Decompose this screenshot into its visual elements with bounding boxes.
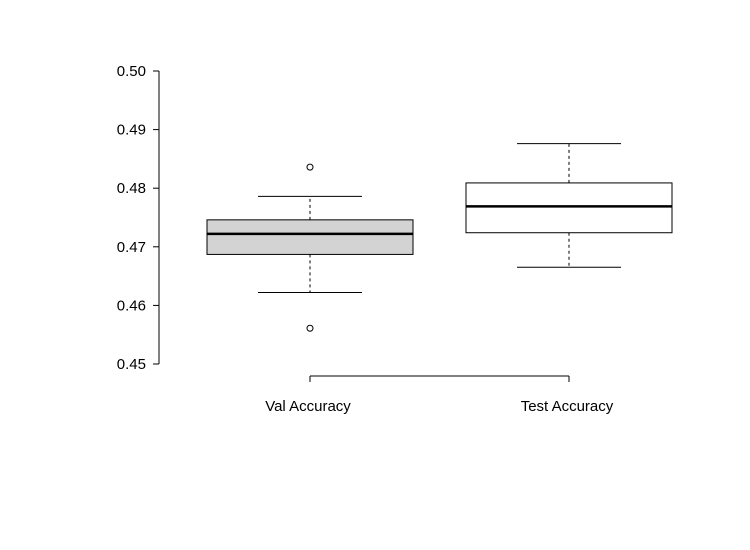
x-category-label: Val Accuracy	[265, 398, 351, 415]
x-axis: Val Accuracy Test Accuracy	[265, 375, 614, 415]
box-val-accuracy	[206, 163, 414, 332]
box-series	[206, 143, 673, 332]
y-axis: 0.45 0.46 0.47 0.48 0.49 0.50	[117, 63, 160, 373]
outlier-point	[306, 163, 314, 171]
box-iqr	[465, 182, 673, 234]
y-tick-label: 0.49	[117, 122, 146, 139]
y-tick-label: 0.46	[117, 297, 146, 314]
y-tick-label: 0.47	[117, 239, 146, 256]
y-tick-label: 0.45	[117, 356, 146, 373]
x-category-label: Test Accuracy	[521, 398, 614, 415]
box-test-accuracy	[465, 143, 673, 268]
box-iqr	[206, 219, 414, 255]
y-tick-label: 0.48	[117, 180, 146, 197]
outlier-point	[306, 324, 314, 332]
y-tick-label: 0.50	[117, 63, 146, 80]
